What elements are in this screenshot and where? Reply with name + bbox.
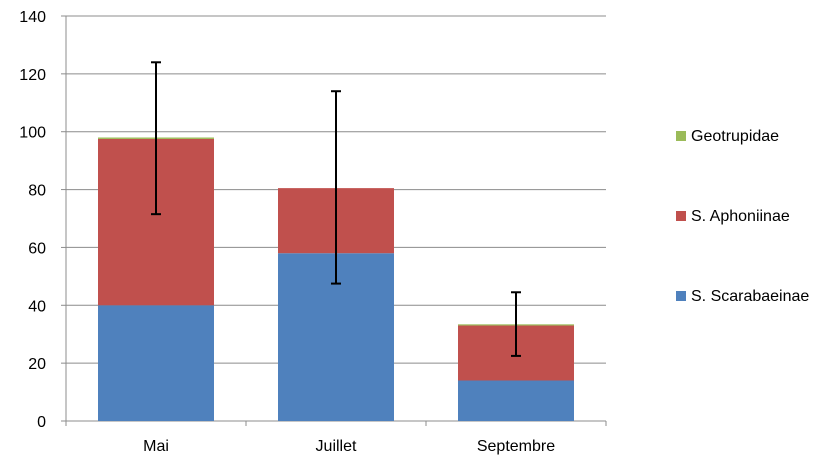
x-tick-label: Septembre xyxy=(477,438,555,455)
bar-s-scarabaeinae-mai xyxy=(98,305,214,421)
x-axis-tick-labels: Mai Juillet Septembre xyxy=(143,438,555,455)
y-tick-label: 20 xyxy=(28,356,46,373)
legend: Geotrupidae S. Aphoniinae S. Scarabaeinae xyxy=(676,128,809,305)
error-bar-juillet xyxy=(331,90,341,285)
error-bar-septembre xyxy=(511,291,521,357)
y-tick-label: 140 xyxy=(19,9,46,26)
legend-label: S. Scarabaeinae xyxy=(691,288,809,305)
legend-swatch xyxy=(676,211,686,221)
y-tick-label: 100 xyxy=(19,125,46,142)
legend-swatch xyxy=(676,131,686,141)
y-tick-label: 40 xyxy=(28,298,46,315)
y-tick-label: 120 xyxy=(19,67,46,84)
x-tick-label: Juillet xyxy=(316,438,357,455)
legend-label: S. Aphoniinae xyxy=(691,208,790,225)
y-axis-tick-labels: 0 20 40 60 80 100 120 140 xyxy=(19,9,46,431)
legend-label: Geotrupidae xyxy=(691,128,779,145)
y-tick-label: 80 xyxy=(28,183,46,200)
x-tick-label: Mai xyxy=(143,438,169,455)
y-tick-label: 60 xyxy=(28,240,46,257)
y-tick-label: 0 xyxy=(37,414,46,431)
error-bars xyxy=(151,61,521,357)
error-bar-mai xyxy=(151,61,161,216)
bar-s-scarabaeinae-septembre xyxy=(458,380,574,421)
legend-swatch xyxy=(676,291,686,301)
